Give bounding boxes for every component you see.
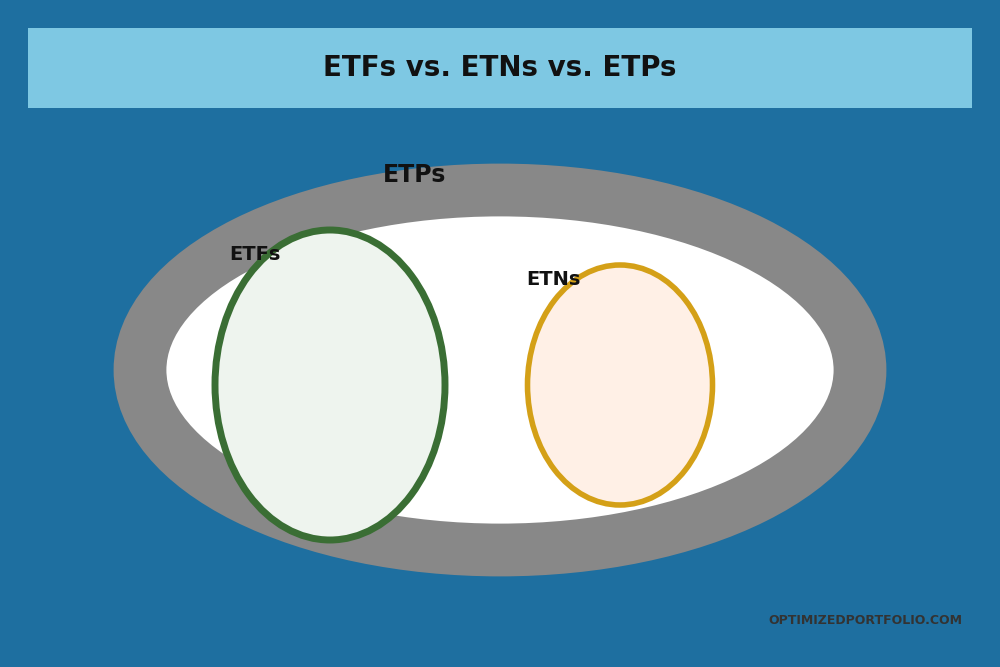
Text: OPTIMIZEDPORTFOLIO.COM: OPTIMIZEDPORTFOLIO.COM (768, 614, 962, 627)
Ellipse shape (215, 230, 445, 540)
Text: ETFs vs. ETNs vs. ETPs: ETFs vs. ETNs vs. ETPs (323, 54, 677, 82)
Ellipse shape (140, 190, 860, 550)
Text: ETFs: ETFs (229, 245, 281, 265)
Text: ETNs: ETNs (526, 271, 580, 289)
Text: ETPs: ETPs (383, 163, 447, 187)
Bar (28, 28, 972, 108)
Ellipse shape (528, 265, 712, 505)
